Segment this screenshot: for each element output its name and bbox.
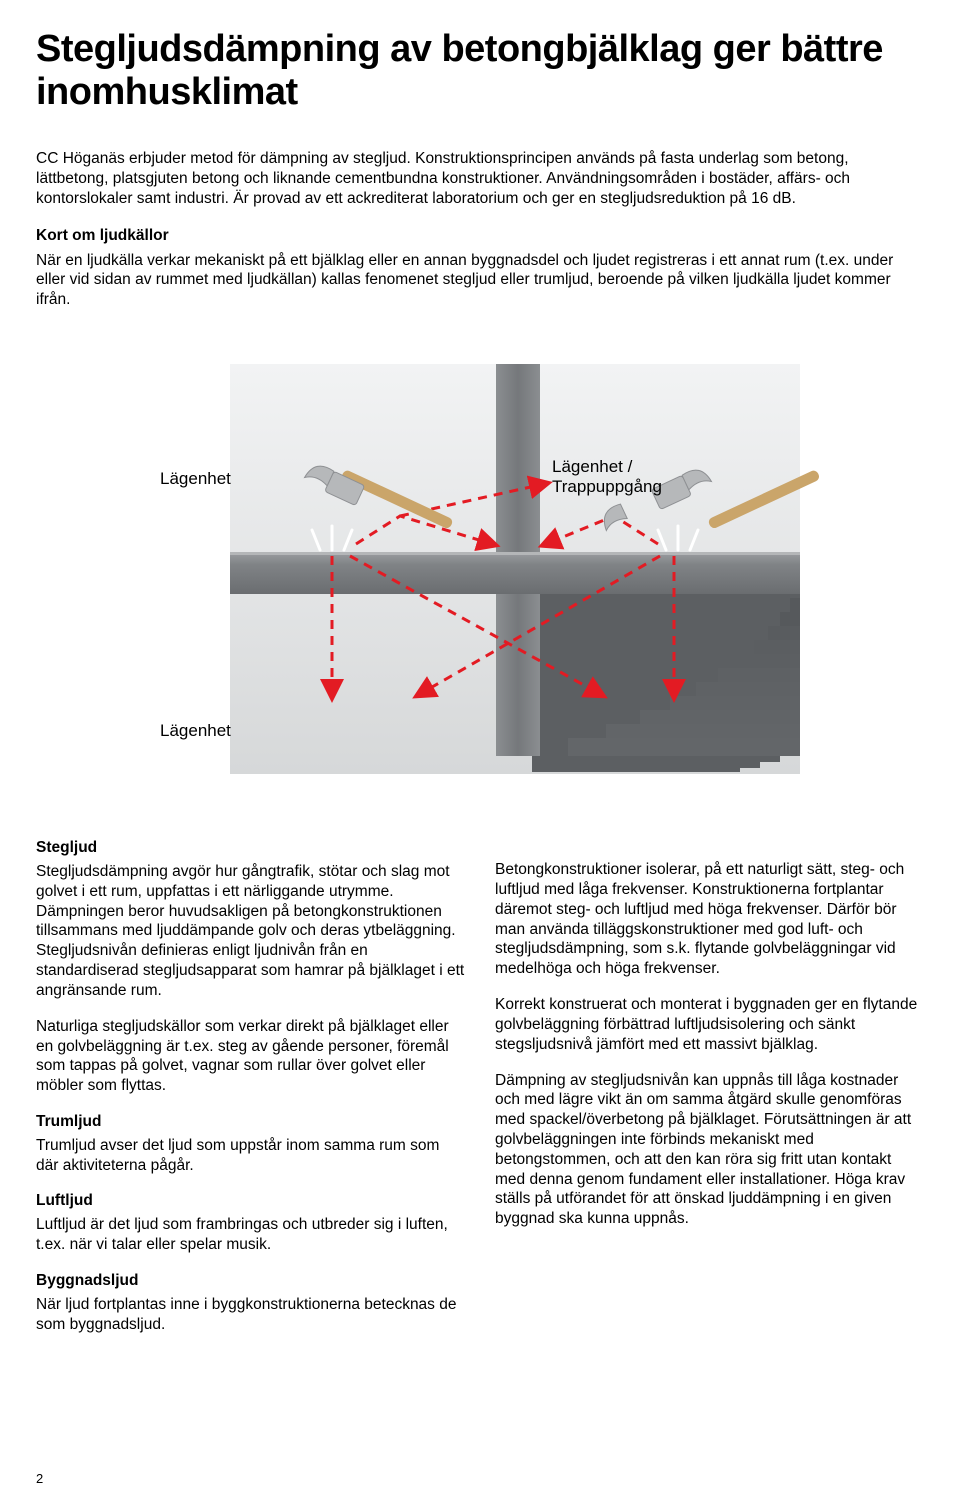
page-title: Stegljudsdämpning av betongbjälklag ger … [36, 28, 924, 113]
para-right-3: Dämpning av stegljudsnivån kan uppnås ti… [495, 1071, 924, 1230]
right-column: Betongkonstruktioner isolerar, på ett na… [495, 838, 924, 1350]
two-column-text: Stegljud Stegljudsdämpning avgör hur gån… [36, 838, 924, 1350]
section-heading-ljudkallor: Kort om ljudkällor [36, 227, 924, 245]
para-trumljud: Trumljud avser det ljud som uppstår inom… [36, 1136, 465, 1176]
heading-byggnadsljud: Byggnadsljud [36, 1271, 465, 1291]
slab-highlight [230, 552, 800, 555]
diagram-label-top-left: Lägenhet [160, 469, 231, 488]
para-right-1: Betongkonstruktioner isolerar, på ett na… [495, 860, 924, 979]
para-stegljud-1: Stegljudsdämpning avgör hur gångtrafik, … [36, 862, 465, 1001]
heading-stegljud: Stegljud [36, 838, 465, 858]
heading-luftljud: Luftljud [36, 1191, 465, 1211]
para-byggnadsljud: När ljud fortplantas inne i byggkonstruk… [36, 1295, 465, 1335]
diagram-label-bottom-left: Lägenhet [160, 721, 231, 740]
diagram-container: Lägenhet Lägenhet / Trappuppgång Lägenhe… [36, 334, 924, 804]
section-body-ljudkallor: När en ljudkälla verkar mekaniskt på ett… [36, 251, 924, 310]
diagram-label-top-right-line2: Trappuppgång [552, 477, 662, 496]
heading-trumljud: Trumljud [36, 1112, 465, 1132]
para-luftljud: Luftljud är det ljud som frambringas och… [36, 1215, 465, 1255]
para-right-2: Korrekt konstruerat och monterat i byggn… [495, 995, 924, 1054]
diagram-label-top-right-line1: Lägenhet / [552, 457, 633, 476]
page-number: 2 [36, 1471, 43, 1486]
left-column: Stegljud Stegljudsdämpning avgör hur gån… [36, 838, 465, 1350]
para-stegljud-2: Naturliga stegljudskällor som verkar dir… [36, 1017, 465, 1096]
floor-slab [230, 552, 800, 594]
cross-section-diagram: Lägenhet Lägenhet / Trappuppgång Lägenhe… [100, 334, 860, 804]
intro-paragraph: CC Höganäs erbjuder metod för dämpning a… [36, 149, 924, 208]
